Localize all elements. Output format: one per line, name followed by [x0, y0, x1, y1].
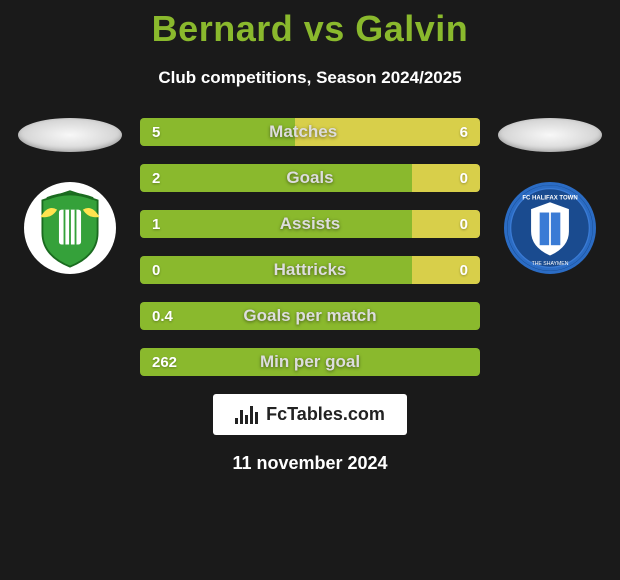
stat-left-value: 2: [140, 164, 412, 192]
page-title: Bernard vs Galvin: [0, 8, 620, 50]
stat-right-value: 6: [295, 118, 480, 146]
stat-right-value: 0: [412, 164, 480, 192]
stat-row: 56Matches: [140, 118, 480, 146]
stat-left-value: 0: [140, 256, 412, 284]
stat-left-value: 5: [140, 118, 295, 146]
brand-text: FcTables.com: [266, 404, 385, 425]
stat-row: 00Hattricks: [140, 256, 480, 284]
left-player-col: [18, 118, 122, 274]
stat-left-value: 262: [140, 348, 480, 376]
right-player-placeholder: [498, 118, 602, 152]
stat-right-value: 0: [412, 210, 480, 238]
date-text: 11 november 2024: [232, 453, 387, 474]
comparison-card: Bernard vs Galvin Club competitions, Sea…: [0, 0, 620, 580]
stat-right-value: 0: [412, 256, 480, 284]
content-row: 56Matches 20Goals 10Assists 00Hattricks 0.4G…: [0, 118, 620, 376]
left-club-badge: [24, 182, 116, 274]
svg-text:THE SHAYMEN: THE SHAYMEN: [532, 261, 569, 267]
right-club-badge: FC HALIFAX TOWN THE SHAYMEN: [504, 182, 596, 274]
stat-row: 262Min per goal: [140, 348, 480, 376]
stat-bars: 56Matches 20Goals 10Assists 00Hattricks 0.4G…: [140, 118, 480, 376]
right-player-col: FC HALIFAX TOWN THE SHAYMEN: [498, 118, 602, 274]
stat-row: 20Goals: [140, 164, 480, 192]
stat-left-value: 0.4: [140, 302, 480, 330]
left-player-placeholder: [18, 118, 122, 152]
fctables-link[interactable]: FcTables.com: [213, 394, 407, 435]
stat-row: 10Assists: [140, 210, 480, 238]
footer: FcTables.com 11 november 2024: [0, 394, 620, 474]
stat-left-value: 1: [140, 210, 412, 238]
page-subtitle: Club competitions, Season 2024/2025: [0, 68, 620, 88]
bar-chart-icon: [235, 406, 258, 424]
halifax-crest-icon: FC HALIFAX TOWN THE SHAYMEN: [507, 185, 593, 271]
svg-text:FC HALIFAX TOWN: FC HALIFAX TOWN: [522, 196, 577, 202]
yeovil-crest-icon: [24, 182, 116, 274]
stat-row: 0.4Goals per match: [140, 302, 480, 330]
